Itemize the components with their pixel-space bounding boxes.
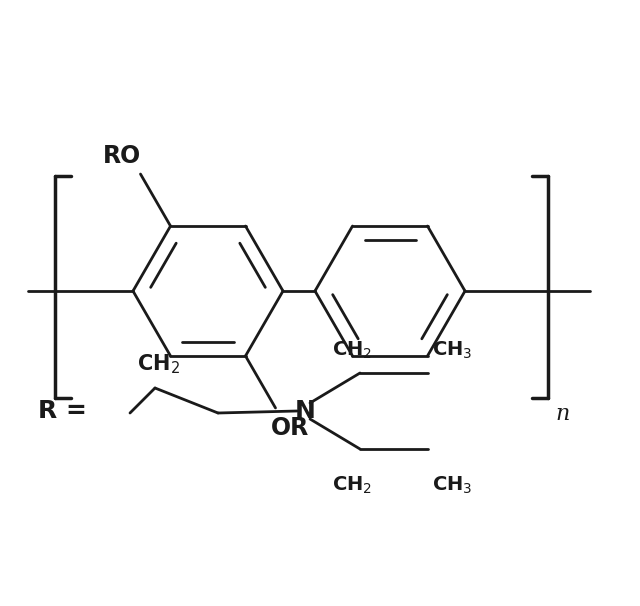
Text: CH$_3$: CH$_3$ [432, 340, 472, 361]
Text: CH$_3$: CH$_3$ [432, 475, 472, 496]
Text: n: n [555, 403, 570, 425]
Text: N: N [294, 399, 316, 423]
Text: CH$_2$: CH$_2$ [332, 475, 372, 496]
Text: CH$_2$: CH$_2$ [332, 340, 372, 361]
Text: R =: R = [38, 399, 87, 423]
Text: OR: OR [271, 416, 308, 440]
Text: CH$_2$: CH$_2$ [137, 353, 180, 376]
Text: RO: RO [102, 144, 141, 168]
